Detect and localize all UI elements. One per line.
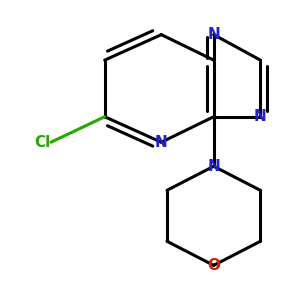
Text: O: O bbox=[207, 258, 220, 273]
Text: Cl: Cl bbox=[35, 135, 51, 150]
Text: N: N bbox=[207, 159, 220, 174]
Text: N: N bbox=[207, 27, 220, 42]
Text: N: N bbox=[155, 135, 168, 150]
Text: N: N bbox=[254, 109, 267, 124]
